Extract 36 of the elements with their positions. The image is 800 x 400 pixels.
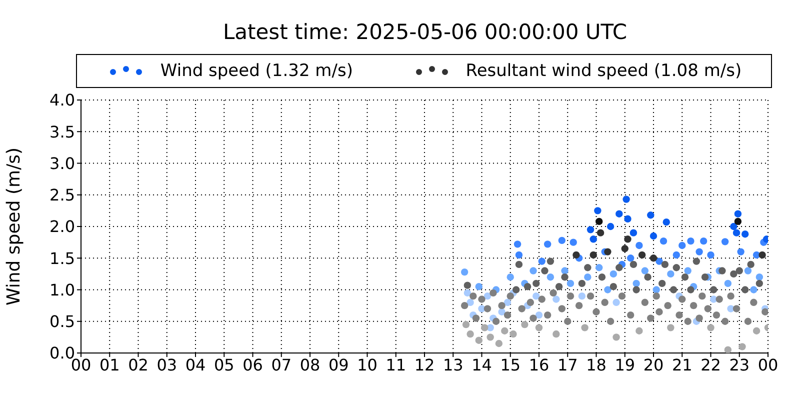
x-tick-label: 20 (643, 355, 664, 374)
y-tick-label: 0.5 (50, 312, 75, 332)
x-tick-label: 12 (414, 355, 435, 374)
x-tick-label: 00 (758, 355, 778, 374)
x-tick-label: 22 (700, 355, 721, 374)
y-tick-label: 3.5 (50, 122, 75, 142)
y-tick-label: 1.5 (50, 248, 75, 268)
x-tick-label: 07 (271, 355, 292, 374)
x-tick-label: 15 (500, 355, 521, 374)
legend-label: Resultant wind speed (1.08 m/s) (466, 61, 742, 81)
x-tick-label: 19 (614, 355, 636, 374)
x-tick-label: 11 (386, 355, 406, 374)
y-tick-label: 1.0 (50, 280, 75, 300)
y-axis-title: Wind speed (m/s) (3, 147, 24, 306)
x-tick-label: 23 (729, 355, 750, 374)
chart-title: Latest time: 2025-05-06 00:00:00 UTC (222, 20, 628, 44)
x-tick-label: 13 (442, 355, 464, 374)
x-tick-label: 04 (185, 355, 206, 374)
y-tick-label: 2.5 (50, 186, 75, 205)
x-tick-label: 02 (128, 355, 148, 374)
x-tick-label: 18 (586, 355, 606, 374)
y-tick-label: 4.0 (50, 90, 75, 110)
x-tick-label: 21 (672, 355, 692, 374)
y-tick-label: 2.0 (50, 217, 75, 236)
y-tick-label: 3.0 (50, 154, 75, 173)
legend-label: Wind speed (1.32 m/s) (160, 61, 353, 81)
x-tick-label: 01 (99, 355, 120, 374)
x-tick-label: 06 (242, 355, 263, 374)
x-tick-label: 16 (528, 355, 550, 374)
x-tick-label: 08 (300, 355, 320, 374)
x-tick-label: 05 (214, 355, 234, 374)
x-tick-label: 10 (357, 355, 378, 374)
x-tick-label: 14 (472, 355, 492, 374)
x-tick-label: 09 (328, 355, 349, 374)
x-tick-label: 03 (156, 355, 178, 374)
x-tick-label: 17 (557, 355, 578, 374)
